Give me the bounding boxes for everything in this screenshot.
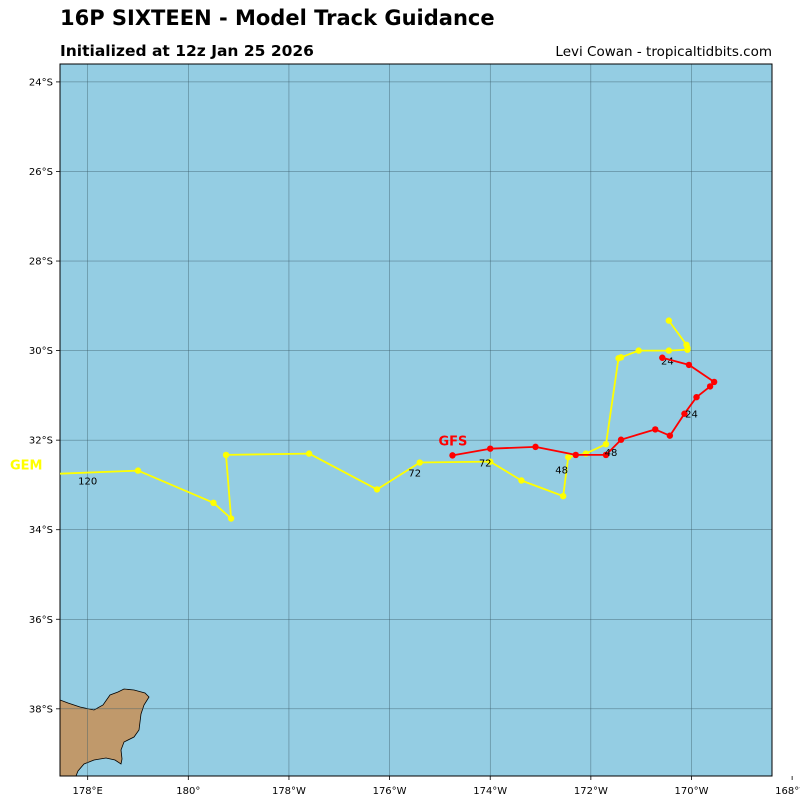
gem-track-point [565,453,572,461]
gem-track-point [227,515,235,522]
map-frame [59,63,773,777]
gem-track-point [684,346,691,353]
y-tick-label: 36°S [29,615,53,626]
y-tick-label: 24°S [29,77,53,88]
gfs-track-point [681,410,688,417]
gem-forecast-hour-label: 48 [555,466,568,477]
x-tick-label: 168°W [775,786,800,797]
x-tick-label: 178°W [272,786,306,797]
gem-track-point [416,459,423,466]
gem-forecast-hour-label: 72 [408,468,421,479]
gfs-track-point [685,361,693,369]
gfs-track-point [666,432,674,439]
gem-track-line [60,320,689,520]
gfs-track-point [693,393,700,401]
model-tracks: 24 48 72 120 24 48 72 [60,317,718,522]
x-tick-label: 172°W [574,786,608,797]
gem-track: 24 48 72 120 [60,317,691,522]
land-layer [60,688,150,776]
gfs-track-point [659,354,666,361]
latitude-ticks: 24°S 26°S 28°S 30°S 32°S 34°S 36°S 38°S [29,77,60,715]
author-credit: Levi Cowan - tropicaltidbits.com [555,44,772,60]
y-tick-label: 34°S [29,525,53,536]
gfs-model-label: GFS [438,434,467,449]
x-tick-label: 174°W [473,786,507,797]
x-tick-label: 170°W [674,786,708,797]
gem-track-point [134,467,142,474]
y-tick-label: 28°S [29,257,53,268]
gem-track-point [518,477,525,484]
gfs-track-point [449,452,456,459]
gfs-track-point [572,451,579,459]
gem-track-point [665,347,673,354]
gfs-track-point [602,451,610,459]
ocean-background [60,64,772,776]
x-tick-label: 180° [176,786,200,797]
initialization-time: Initialized at 12z Jan 25 2026 [60,42,314,60]
gem-track-point [210,499,217,507]
gfs-track-point [652,426,659,433]
x-tick-label: 176°W [373,786,407,797]
y-tick-label: 30°S [29,346,53,357]
y-tick-label: 26°S [29,167,53,178]
gem-track-point [559,492,567,500]
x-tick-label: 178°E [72,786,102,797]
gem-track-point [635,347,642,354]
gfs-forecast-hour-label: 72 [479,459,492,470]
gfs-track-point [532,443,539,451]
y-tick-label: 38°S [29,704,53,715]
gem-track-point [487,458,494,465]
gfs-forecast-hour-label: 24 [685,409,698,420]
gfs-track-point [487,445,494,452]
graticule [60,64,772,776]
gem-track-point [222,451,230,459]
gem-track-point [665,317,673,324]
gem-track-point [582,450,590,457]
gfs-track: 24 48 72 [449,354,718,470]
longitude-ticks: 178°E 180° 178°W 176°W 174°W 172°W 170°W 168°W [72,776,800,797]
gfs-track-point [710,378,718,386]
gem-track-point [305,450,313,457]
gfs-track-point [617,436,625,443]
gem-track-point [602,440,610,448]
gem-forecast-hour-label: 120 [78,476,97,487]
new-zealand-landmass [60,688,150,776]
model-labels: GFS GEM [10,434,467,473]
gem-track-point [615,355,622,362]
gem-track-point [373,486,381,493]
y-tick-label: 32°S [29,436,53,447]
gfs-forecast-hour-label: 48 [605,448,618,459]
map-title: 16P SIXTEEN - Model Track Guidance [60,6,495,30]
gfs-track-point [706,383,714,390]
gem-model-label: GEM [10,459,43,474]
gem-forecast-hour-label: 24 [661,356,674,367]
